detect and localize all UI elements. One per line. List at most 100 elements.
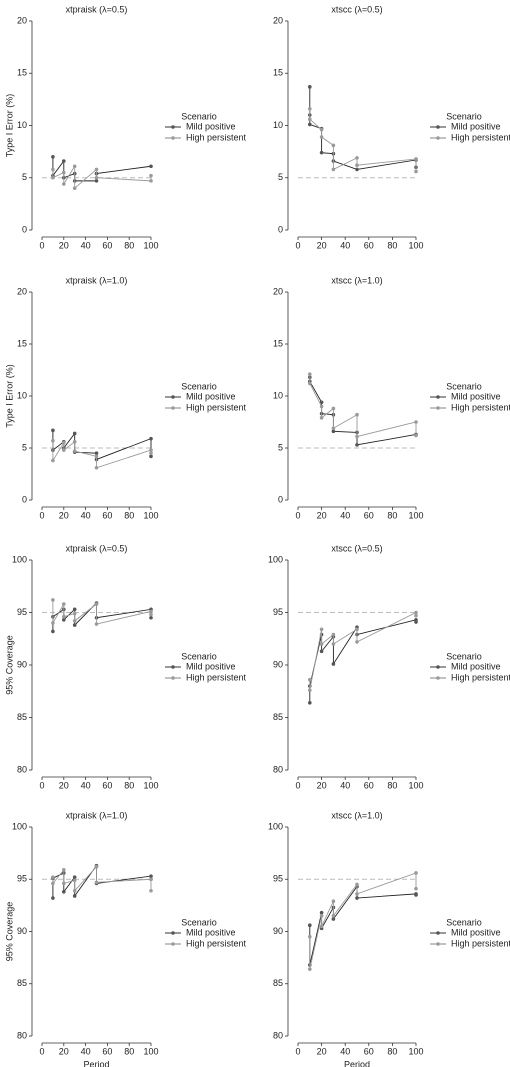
legend-marker	[436, 406, 440, 410]
panel-title: xtpraisk (λ=0.5)	[66, 543, 128, 553]
x-tick-label: 0	[295, 240, 300, 250]
y-tick-label: 5	[22, 172, 27, 182]
data-point	[62, 441, 66, 445]
data-point	[319, 416, 324, 420]
x-tick-label: 60	[102, 780, 112, 790]
data-point	[149, 179, 153, 183]
y-tick-label: 10	[273, 120, 283, 130]
x-tick-label: 40	[81, 780, 91, 790]
data-point	[355, 412, 359, 417]
legend-label: Mild positive	[451, 927, 501, 937]
x-tick-label: 100	[143, 240, 158, 250]
y-tick-label: 15	[17, 338, 27, 348]
legend-label: Mild positive	[451, 121, 501, 131]
y-tick-label: 95	[17, 607, 27, 617]
data-point	[51, 167, 55, 172]
y-tick-label: 5	[278, 172, 283, 182]
data-point	[331, 143, 336, 148]
x-tick-label: 80	[124, 1046, 134, 1056]
x-tick-label: 40	[340, 240, 350, 250]
data-point	[355, 896, 359, 900]
data-point	[62, 881, 66, 886]
series-line	[309, 885, 417, 966]
legend-marker	[436, 931, 440, 935]
y-tick-label: 90	[17, 926, 27, 936]
x-tick-label: 40	[81, 240, 91, 250]
legend-marker	[436, 665, 440, 669]
x-tick-label: 60	[364, 240, 374, 250]
data-point	[355, 443, 359, 447]
data-point	[62, 602, 66, 606]
panel: xtscc (λ=1.0) 0 5 10 15 20 0 20 40 60 80 100 Scenari…	[273, 275, 510, 520]
y-axis-label: 95% Coverage	[4, 902, 14, 962]
legend-marker	[171, 395, 175, 399]
data-point	[51, 175, 55, 180]
data-point	[62, 889, 66, 894]
panel-title: xtscc (λ=1.0)	[331, 810, 382, 820]
series-line	[52, 601, 152, 632]
legend-title: Scenario	[181, 111, 217, 121]
y-tick-label: 20	[17, 286, 27, 296]
data-point	[149, 451, 153, 456]
series-line	[52, 440, 152, 469]
data-point	[355, 156, 359, 160]
legend-label: Mild positive	[451, 391, 501, 401]
data-point	[331, 914, 336, 918]
x-tick-label: 100	[408, 1046, 423, 1056]
series-line	[309, 619, 417, 703]
series-line	[52, 599, 152, 625]
data-point	[308, 934, 312, 939]
x-tick-label: 60	[364, 1046, 374, 1056]
legend-label: High persistent	[451, 402, 510, 412]
data-point	[72, 611, 77, 616]
data-point	[51, 598, 55, 602]
x-tick-label: 60	[364, 780, 374, 790]
data-point	[62, 614, 66, 619]
data-point	[149, 436, 153, 441]
y-tick-label: 10	[17, 120, 27, 130]
y-tick-label: 80	[273, 1030, 283, 1040]
x-tick-label: 40	[81, 510, 91, 520]
data-point	[51, 155, 55, 159]
data-point	[72, 439, 77, 444]
data-point	[319, 150, 324, 155]
x-tick-label: 0	[39, 240, 44, 250]
data-point	[331, 406, 336, 411]
x-tick-label: 80	[124, 240, 134, 250]
x-tick-label: 0	[295, 510, 300, 520]
x-tick-label: 20	[317, 1046, 327, 1056]
data-point	[319, 627, 324, 632]
data-point	[94, 880, 99, 885]
legend-label: High persistent	[186, 132, 247, 142]
legend-marker	[171, 676, 175, 680]
y-tick-label: 20	[273, 286, 283, 296]
data-point	[319, 135, 324, 139]
x-tick-label: 100	[143, 1046, 158, 1056]
panel-title: xtpraisk (λ=1.0)	[66, 275, 128, 285]
data-point	[51, 428, 55, 433]
data-point	[94, 451, 99, 456]
series-line	[52, 164, 152, 190]
data-point	[51, 896, 55, 900]
x-tick-label: 60	[102, 1046, 112, 1056]
y-axis-label: Type I Error (%)	[4, 364, 14, 428]
data-point	[308, 967, 312, 971]
legend-label: High persistent	[186, 402, 247, 412]
legend-marker	[171, 665, 175, 669]
data-point	[414, 420, 418, 424]
y-tick-label: 90	[17, 659, 27, 669]
x-tick-label: 100	[408, 780, 423, 790]
legend-label: High persistent	[451, 672, 510, 682]
x-tick-label: 0	[295, 780, 300, 790]
y-tick-label: 85	[17, 978, 27, 988]
y-tick-label: 0	[278, 494, 283, 504]
data-point	[94, 179, 99, 183]
x-axis-label: Period	[344, 1059, 370, 1067]
y-tick-label: 100	[12, 554, 27, 564]
y-tick-label: 15	[17, 68, 27, 78]
data-point	[72, 619, 77, 623]
y-tick-label: 20	[273, 15, 283, 25]
legend-title: Scenario	[446, 917, 482, 927]
data-point	[319, 924, 324, 929]
x-tick-label: 0	[39, 510, 44, 520]
